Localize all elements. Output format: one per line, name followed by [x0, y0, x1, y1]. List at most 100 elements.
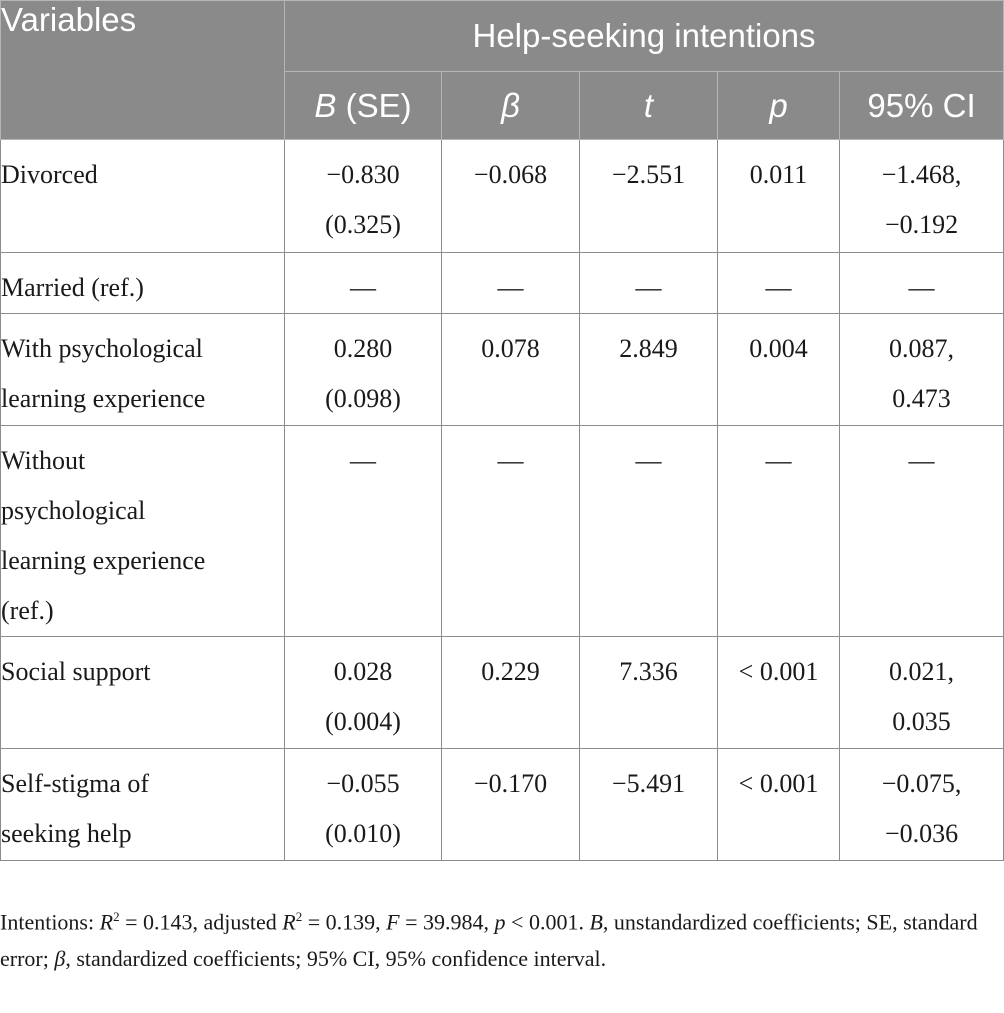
cell-b-se: −0.055 (0.010) [284, 748, 442, 861]
cell-p: < 0.001 [717, 636, 840, 749]
note-f-label: F [386, 909, 400, 935]
header-b-se: B (SE) [284, 71, 442, 140]
variable-line: learning experience [1, 546, 206, 575]
header-row-group: Variables Help-seeking intentions [0, 0, 1004, 140]
cell-b-se: — [284, 425, 442, 637]
table-row: With psychological learning experience 0.… [0, 313, 1004, 426]
cell-ci-low: 0.087, [889, 334, 955, 363]
header-t: t [579, 71, 718, 140]
cell-ci-high: −0.192 [884, 210, 959, 239]
note-p-label: p [494, 909, 506, 935]
cell-b-se: — [284, 252, 442, 314]
cell-ci-low: — [908, 446, 935, 475]
cell-beta: — [441, 425, 580, 637]
header-ci-label: 95% CI [867, 86, 976, 124]
cell-ci-high: 0.473 [892, 384, 951, 413]
cell-beta: −0.170 [441, 748, 580, 861]
cell-ci-low: −0.075, [881, 769, 962, 798]
note-b-label: B [589, 909, 603, 935]
cell-b: −0.830 [326, 160, 400, 189]
note-adj-r2-value: = 0.139, [302, 909, 387, 935]
row-variable: Married (ref.) [0, 252, 285, 314]
header-beta: β [441, 71, 580, 140]
table-row: Without psychological learning experience (… [0, 425, 1004, 637]
cell-b: 0.280 [333, 334, 393, 363]
cell-beta: — [441, 252, 580, 314]
table-footnote: Intentions: R2 = 0.143, adjusted R2 = 0.… [0, 898, 990, 977]
cell-se: (0.325) [325, 210, 401, 239]
cell-ci-low: — [908, 273, 935, 302]
cell-beta: 0.229 [441, 636, 580, 749]
header-row-columns: B (SE) β t p 95% CI [1, 71, 1004, 140]
header-beta-label: β [501, 86, 520, 124]
cell-se: (0.010) [325, 819, 401, 848]
note-f-value: = 39.984, [399, 909, 495, 935]
cell-ci: 0.021, 0.035 [838, 636, 1004, 749]
cell-b: — [350, 446, 376, 475]
note-lead: Intentions: [0, 909, 100, 935]
header-p-label: p [769, 86, 788, 124]
cell-b-se: −0.830 (0.325) [284, 139, 442, 253]
variable-line: (ref.) [1, 596, 54, 625]
row-variable: Without psychological learning experience (… [0, 425, 285, 637]
cell-t: 7.336 [579, 636, 718, 749]
variable-line: Social support [1, 657, 151, 686]
cell-b-se: 0.280 (0.098) [284, 313, 442, 426]
header-variables: Variables [0, 0, 285, 140]
variable-line: Without [1, 446, 86, 475]
note-r2-label: R [99, 909, 114, 935]
cell-ci-high: 0.035 [892, 707, 951, 736]
variable-line: learning experience [1, 384, 206, 413]
note-r2-value: = 0.143, adjusted [119, 909, 283, 935]
note-adj-r2-sup: 2 [295, 909, 303, 924]
regression-table: Variables Help-seeking intentions B (SE)… [0, 0, 1004, 861]
cell-b: 0.028 [333, 657, 393, 686]
cell-t: — [579, 425, 718, 637]
cell-p: — [717, 425, 840, 637]
cell-se: (0.098) [325, 384, 401, 413]
header-p: p [717, 71, 840, 140]
variable-line: Married (ref.) [1, 273, 144, 302]
cell-se: (0.004) [325, 707, 401, 736]
cell-ci: — [838, 252, 1004, 314]
header-ci: 95% CI [838, 71, 1004, 140]
cell-b-se: 0.028 (0.004) [284, 636, 442, 749]
cell-ci-high: −0.036 [884, 819, 959, 848]
header-b-suffix: (SE) [336, 86, 412, 124]
note-r2-sup: 2 [113, 909, 120, 924]
cell-ci: −1.468, −0.192 [838, 139, 1004, 253]
cell-beta: 0.078 [441, 313, 580, 426]
note-adj-r2-label: R [282, 909, 296, 935]
variable-line: psychological [1, 496, 146, 525]
row-variable: Social support [0, 636, 285, 749]
cell-beta: −0.068 [441, 139, 580, 253]
cell-t: −5.491 [579, 748, 718, 861]
cell-b: — [350, 273, 376, 302]
row-variable: With psychological learning experience [0, 313, 285, 426]
row-variable: Divorced [0, 139, 285, 253]
cell-ci-low: −1.468, [881, 160, 962, 189]
variable-line: Divorced [1, 160, 98, 189]
cell-p: — [717, 252, 840, 314]
table-row: Divorced −0.830 (0.325) −0.068 −2.551 0.0… [0, 139, 1004, 253]
note-b-text: , unstandardized coefficients; SE, stand… [0, 909, 978, 972]
header-t-label: t [643, 86, 654, 124]
cell-t: −2.551 [579, 139, 718, 253]
cell-p: < 0.001 [717, 748, 840, 861]
header-b-label: B [314, 86, 337, 124]
table-row: Married (ref.) — — — — — [0, 252, 1004, 314]
variable-line: With psychological [1, 334, 203, 363]
note-beta-text: , standardized coefficients; 95% CI, 95%… [65, 946, 607, 972]
cell-ci: — [838, 425, 1004, 637]
cell-t: 2.849 [579, 313, 718, 426]
note-beta-label: β [54, 946, 66, 972]
variable-line: Self-stigma of [1, 769, 150, 798]
variable-line: seeking help [1, 819, 132, 848]
cell-b: −0.055 [326, 769, 400, 798]
cell-p: 0.004 [717, 313, 840, 426]
table-row: Social support 0.028 (0.004) 0.229 7.336 … [0, 636, 1004, 749]
header-help-seeking-intentions: Help-seeking intentions [283, 0, 1004, 72]
row-variable: Self-stigma of seeking help [0, 748, 285, 861]
table-row: Self-stigma of seeking help −0.055 (0.010)… [0, 748, 1004, 861]
cell-ci: 0.087, 0.473 [838, 313, 1004, 426]
